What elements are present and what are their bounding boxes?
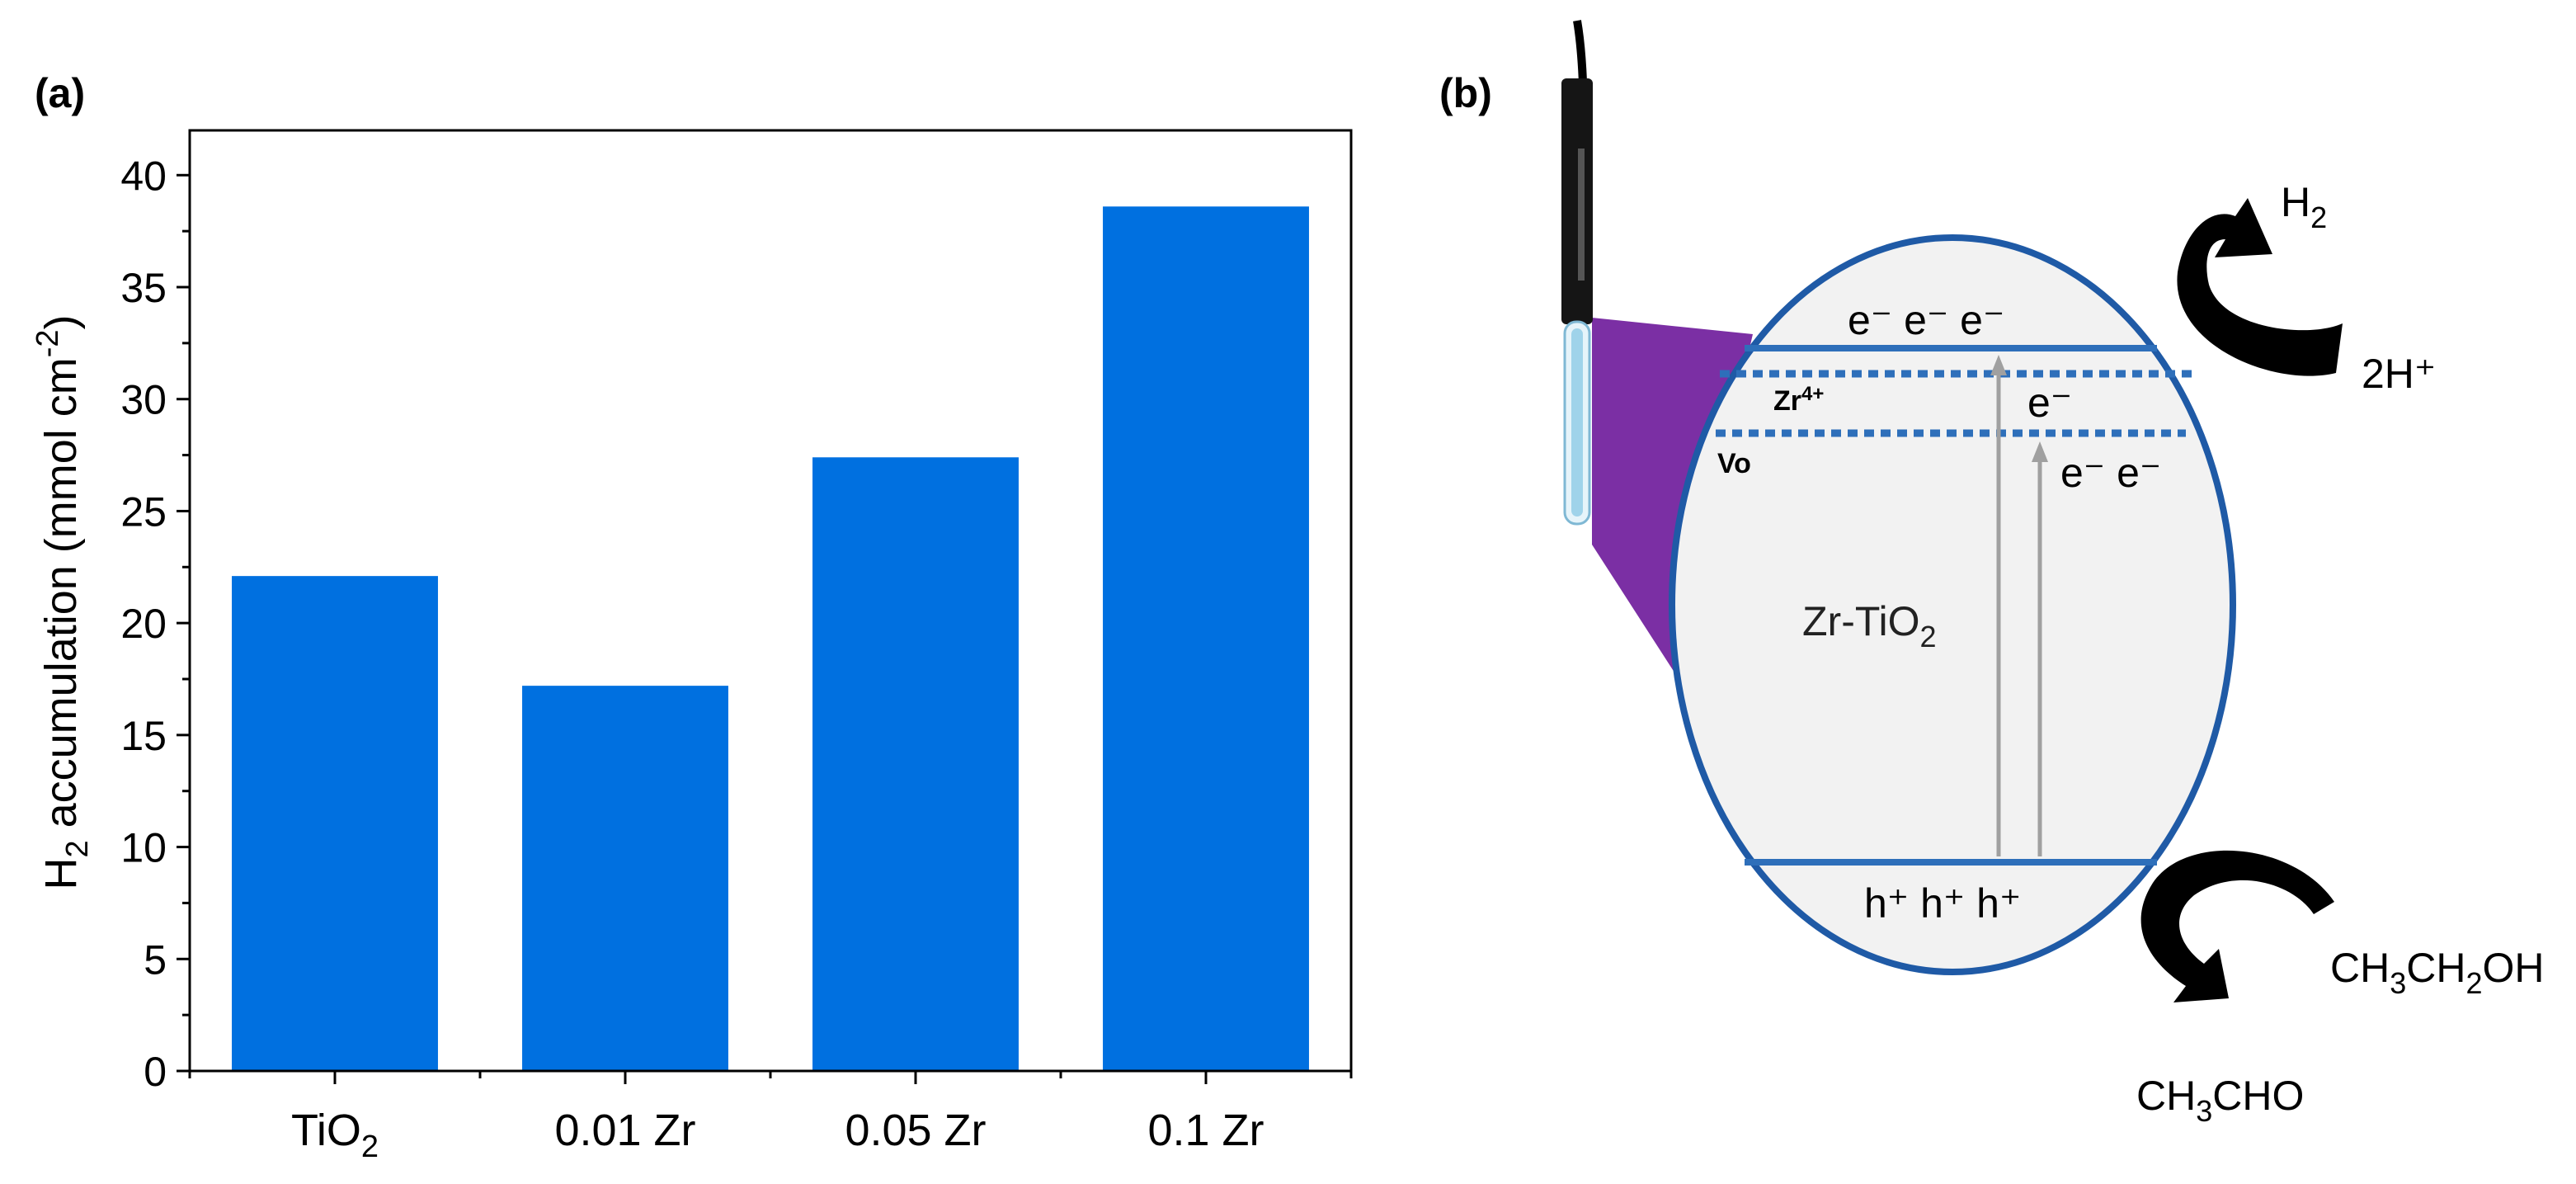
bar-2: [522, 686, 728, 1071]
panel-a-label: (a): [35, 70, 85, 116]
y-tick-label: 5: [144, 936, 167, 983]
y-tick-label: 0: [144, 1049, 167, 1095]
excitation-arrows: [1990, 355, 2048, 856]
panel-a: (a) H2 accumulation (mmol cm-2) 0 5 10 15 20…: [31, 70, 1353, 1164]
acetaldehyde-label: CH3CHO: [2136, 1073, 2304, 1128]
bar-3: [812, 457, 1019, 1071]
vo-label: Vo: [1717, 448, 1751, 479]
vb-holes: h⁺ h⁺ h⁺: [1864, 880, 2021, 927]
material-label: Zr-TiO2: [1802, 598, 1937, 653]
light-beam: [1592, 318, 1753, 672]
y-tick-label: 20: [120, 601, 167, 647]
bar-4: [1103, 206, 1309, 1071]
y-ticks: 0 5 10 15 20 25 30 35 40: [120, 153, 190, 1095]
curved-arrow-icon: [2140, 850, 2334, 1002]
y-tick-label: 40: [120, 153, 167, 199]
cb-electrons: e⁻ e⁻ e⁻: [1848, 297, 2004, 343]
y-tick-label: 15: [120, 713, 167, 759]
y-tick-label: 25: [120, 488, 167, 535]
uv-lamp-icon: [1561, 20, 1593, 526]
bars-group: [232, 206, 1309, 1071]
ethanol-label: CH3CH2OH: [2330, 945, 2545, 1000]
bar-1: [232, 576, 438, 1071]
y-tick-label: 10: [120, 825, 167, 871]
y-axis-label: H2 accumulation (mmol cm-2): [31, 314, 95, 889]
x-tick-label: TiO2: [291, 1106, 379, 1164]
curved-arrow-icon: [2177, 198, 2343, 376]
proton-label: 2H⁺: [2362, 351, 2436, 397]
x-tick-label: 0.1 Zr: [1147, 1106, 1264, 1155]
panel-b-label: (b): [1439, 70, 1492, 116]
y-tick-label: 30: [120, 377, 167, 423]
x-tick-label: 0.05 Zr: [845, 1106, 986, 1155]
x-ticks: TiO2 0.01 Zr 0.05 Zr 0.1 Zr: [188, 1071, 1353, 1164]
y-tick-label: 35: [120, 265, 167, 311]
x-tick-label: 0.01 Zr: [554, 1106, 695, 1155]
h2-product: H2: [2281, 179, 2327, 234]
zr4-label: Zr4+: [1773, 383, 1824, 417]
panel-b: (b) e⁻ e⁻ e⁻ Zr4+ e⁻ Vo: [1439, 20, 2545, 1128]
zr-electron: e⁻: [2027, 380, 2072, 426]
zr-tio2-particle: [1669, 234, 2236, 975]
vo-electrons: e⁻ e⁻: [2060, 450, 2161, 496]
